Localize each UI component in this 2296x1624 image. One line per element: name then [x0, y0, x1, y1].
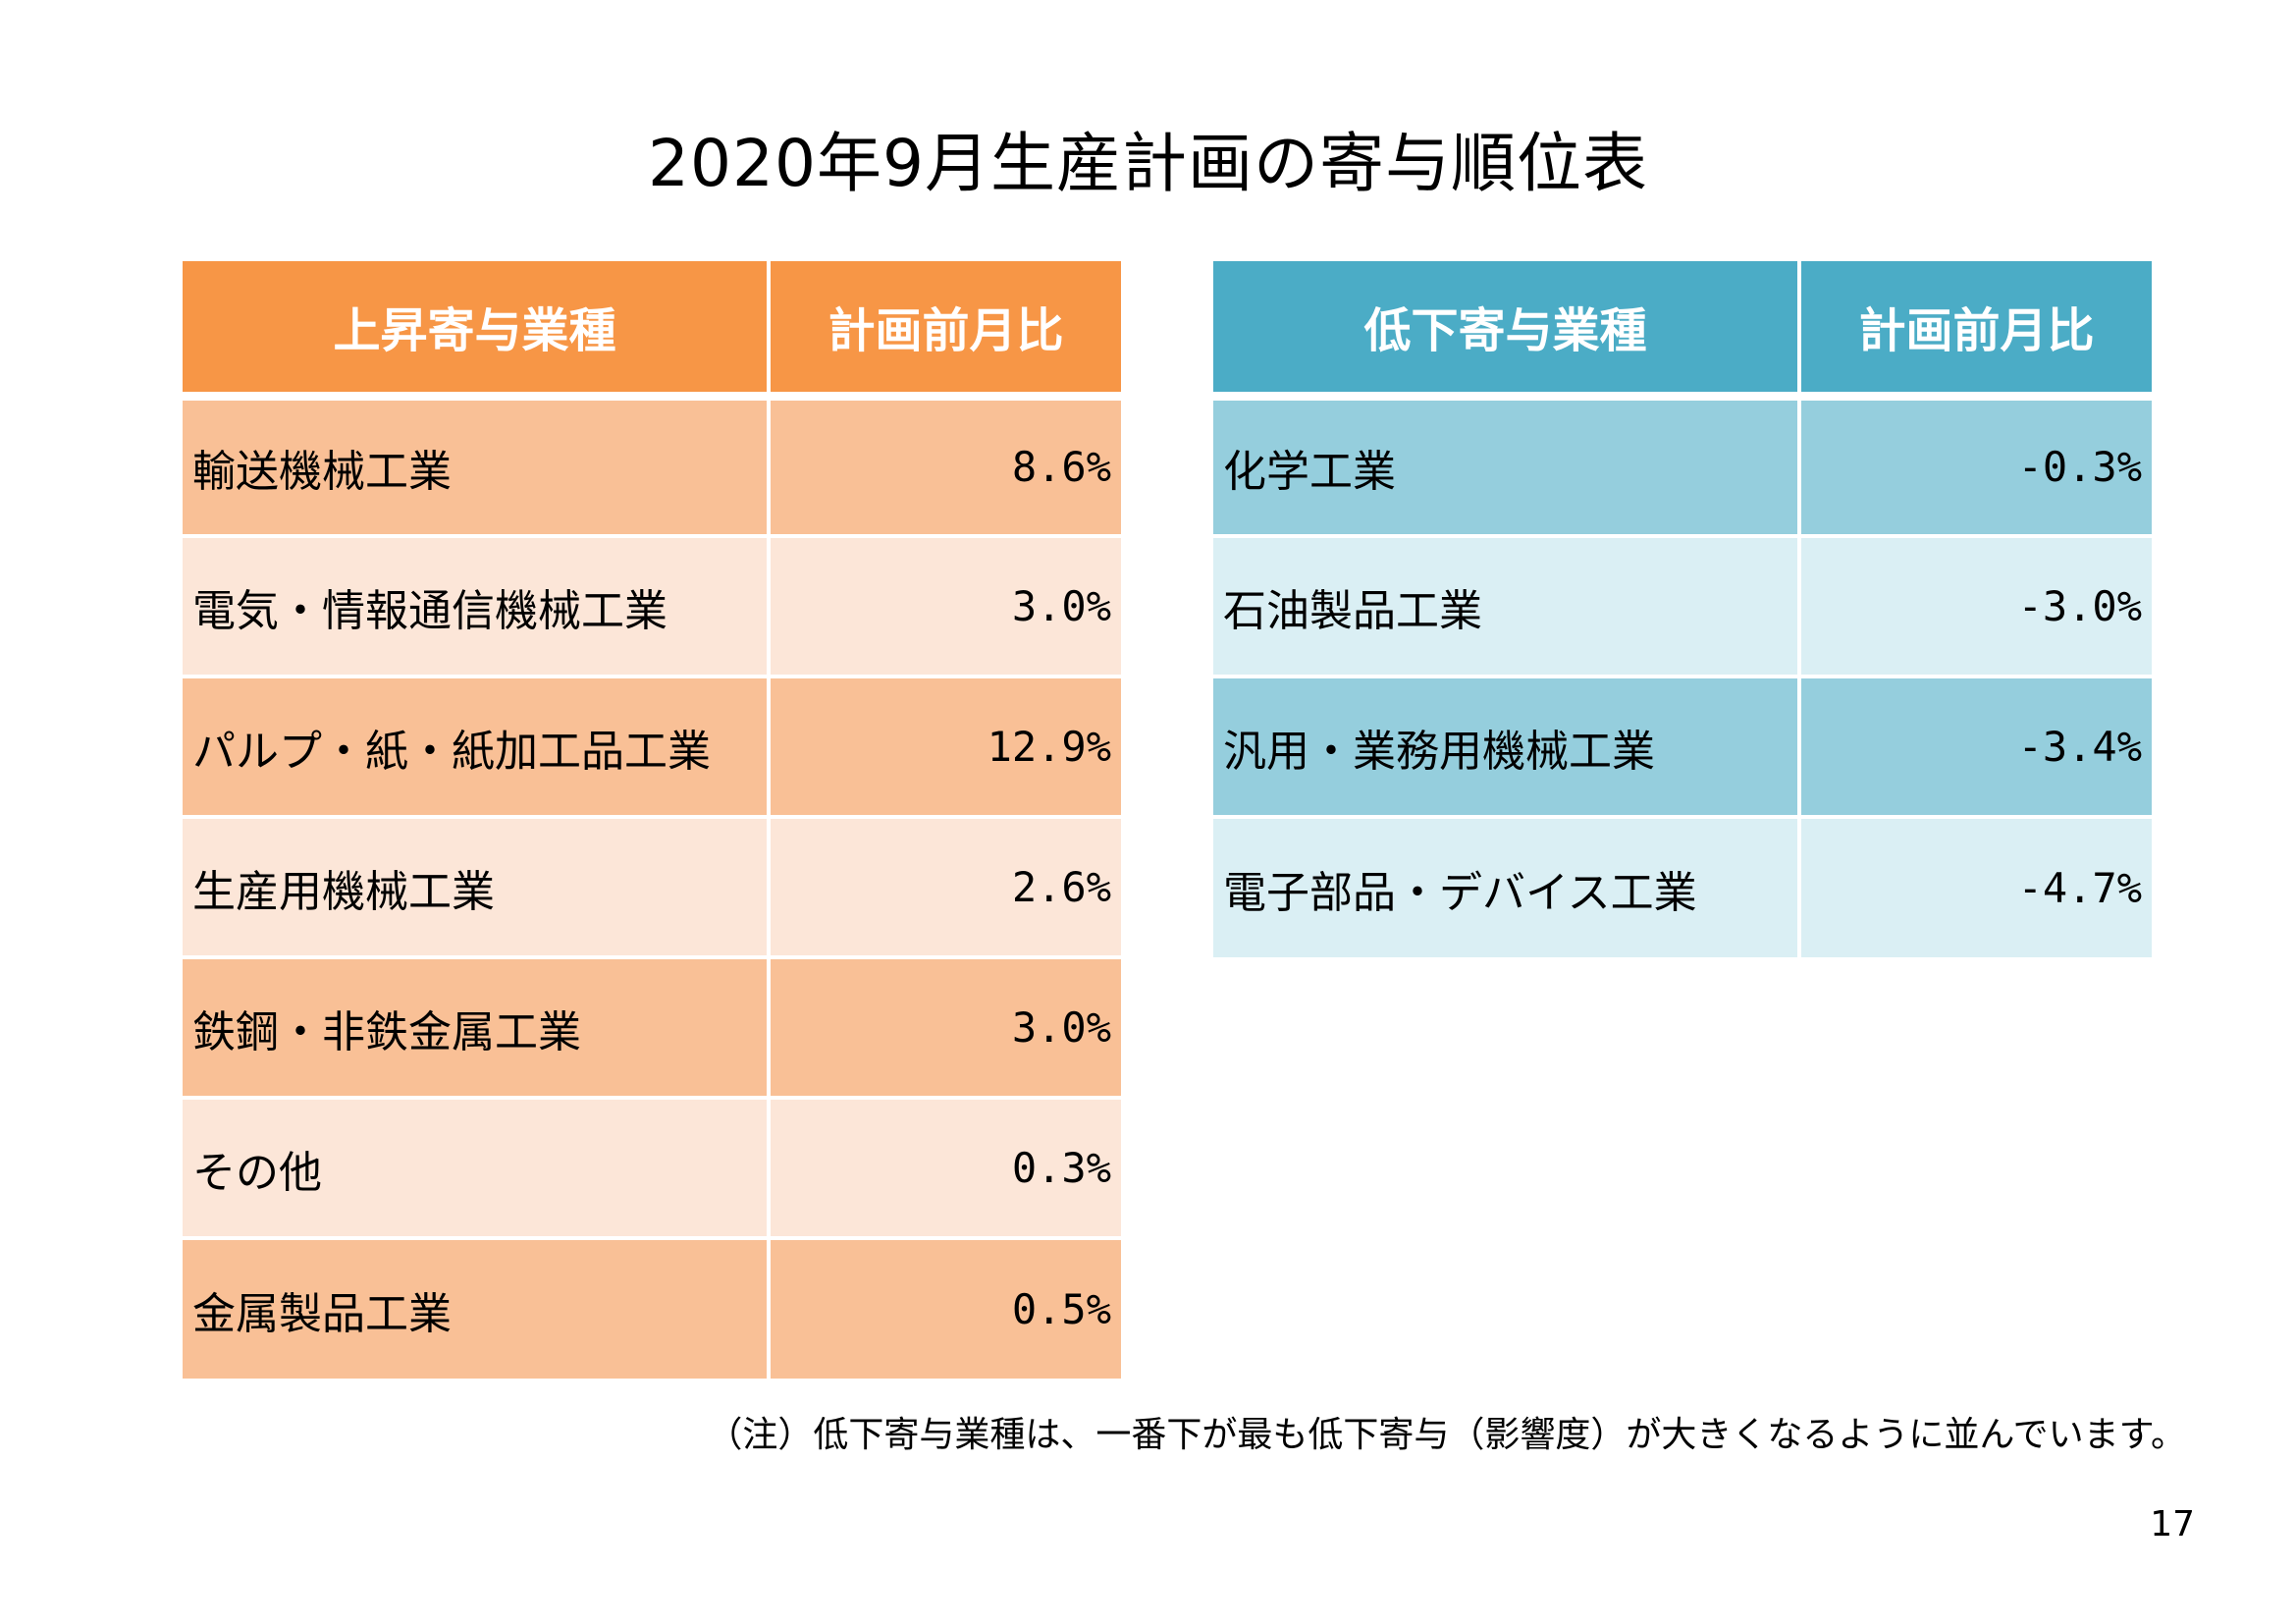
rising-contribution-table: 上昇寄与業種 計画前月比 輸送機械工業 8.6% 電気・情報通信機械工業 3.0… — [183, 261, 1121, 1379]
industry-cell: パルプ・紙・紙加工品工業 — [183, 675, 771, 817]
industry-cell: 電気・情報通信機械工業 — [183, 534, 771, 677]
value-cell: 3.0% — [769, 534, 1121, 677]
table-row: その他 0.3% — [183, 1096, 1121, 1238]
header-industry: 低下寄与業種 — [1213, 261, 1801, 401]
table-row: 輸送機械工業 8.6% — [183, 394, 1121, 536]
value-cell: 12.9% — [769, 675, 1121, 817]
industry-cell: 化学工業 — [1213, 394, 1801, 536]
value-cell: 2.6% — [769, 815, 1121, 957]
industry-cell: その他 — [183, 1096, 771, 1238]
value-cell: -4.7% — [1799, 815, 2152, 957]
industry-cell: 石油製品工業 — [1213, 534, 1801, 677]
declining-contribution-table: 低下寄与業種 計画前月比 化学工業 -0.3% 石油製品工業 -3.0% 汎用・… — [1213, 261, 2152, 957]
page-title: 2020年9月生産計画の寄与順位表 — [648, 126, 1648, 201]
table-row: 鉄鋼・非鉄金属工業 3.0% — [183, 955, 1121, 1098]
industry-cell: 金属製品工業 — [183, 1236, 771, 1379]
header-value: 計画前月比 — [1799, 261, 2152, 401]
table-row: 石油製品工業 -3.0% — [1213, 534, 2152, 677]
table-row: 金属製品工業 0.5% — [183, 1236, 1121, 1379]
value-cell: -3.0% — [1799, 534, 2152, 677]
footnote: （注）低下寄与業種は、一番下が最も低下寄与（影響度）が大きくなるように並んでいま… — [707, 1415, 2186, 1455]
table-row: 化学工業 -0.3% — [1213, 394, 2152, 536]
industry-cell: 輸送機械工業 — [183, 394, 771, 536]
value-cell: 0.5% — [769, 1236, 1121, 1379]
value-cell: 8.6% — [769, 394, 1121, 536]
table-row: 生産用機械工業 2.6% — [183, 815, 1121, 957]
value-cell: -3.4% — [1799, 675, 2152, 817]
value-cell: 0.3% — [769, 1096, 1121, 1238]
industry-cell: 鉄鋼・非鉄金属工業 — [183, 955, 771, 1098]
value-cell: 3.0% — [769, 955, 1121, 1098]
page-number: 17 — [2150, 1504, 2195, 1544]
header-value: 計画前月比 — [769, 261, 1121, 401]
industry-cell: 汎用・業務用機械工業 — [1213, 675, 1801, 817]
table-row: 電気・情報通信機械工業 3.0% — [183, 534, 1121, 677]
table-row: パルプ・紙・紙加工品工業 12.9% — [183, 675, 1121, 817]
industry-cell: 生産用機械工業 — [183, 815, 771, 957]
table-row: 汎用・業務用機械工業 -3.4% — [1213, 675, 2152, 817]
industry-cell: 電子部品・デバイス工業 — [1213, 815, 1801, 957]
header-industry: 上昇寄与業種 — [183, 261, 771, 401]
table-header-row: 上昇寄与業種 計画前月比 — [183, 261, 1121, 401]
table-row: 電子部品・デバイス工業 -4.7% — [1213, 815, 2152, 957]
table-header-row: 低下寄与業種 計画前月比 — [1213, 261, 2152, 401]
value-cell: -0.3% — [1799, 394, 2152, 536]
